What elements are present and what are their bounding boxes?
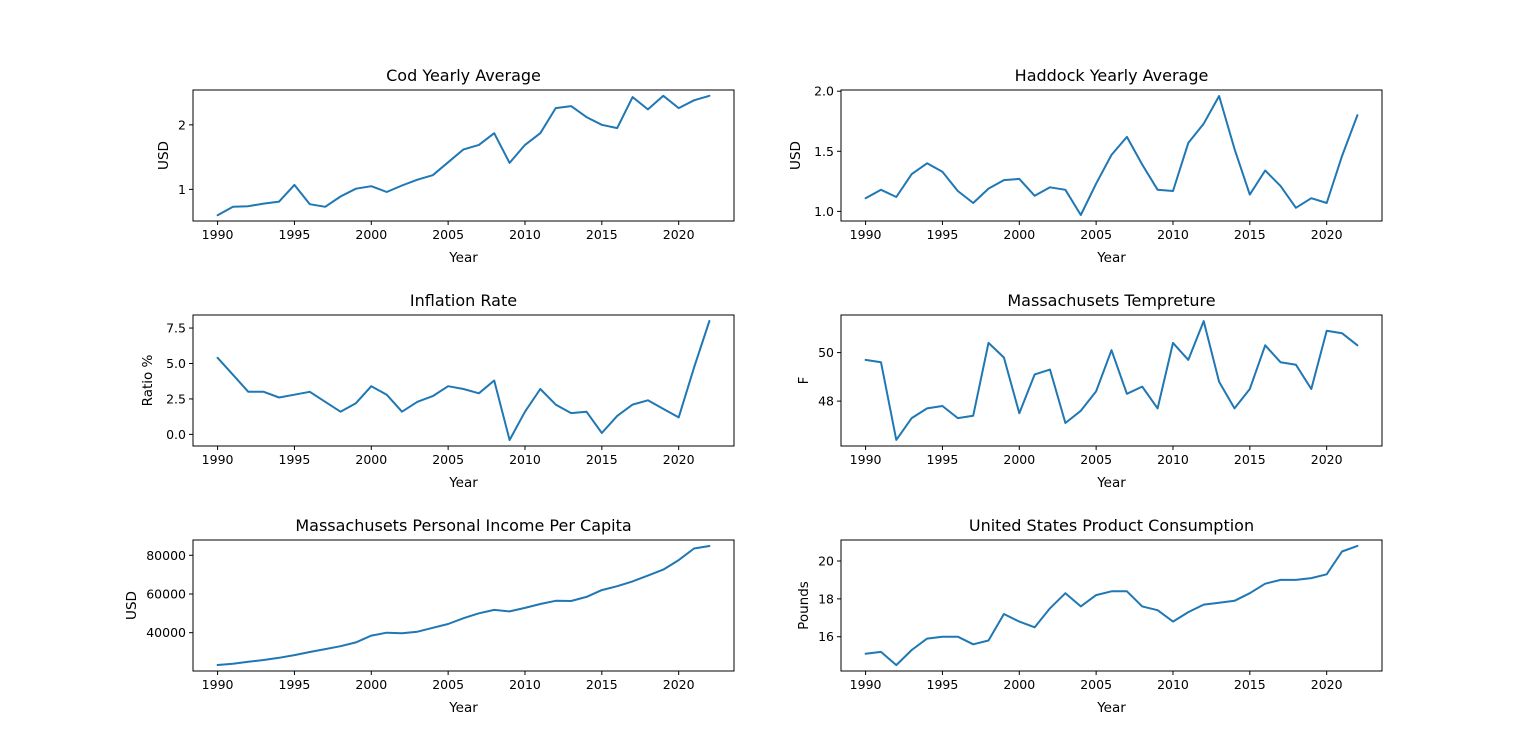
x-axis-label: Year: [1096, 475, 1126, 491]
x-tick-label: 2015: [1234, 227, 1266, 242]
series-line: [216, 94, 711, 217]
cod-chart-panel: Cod Yearly Average 1990 1995 2000 2005 2010 20…: [156, 66, 735, 266]
temperature-chart-panel: Massachusets Tempreture 1990 1995 2000 2005 2…: [796, 291, 1383, 491]
x-tick-label: 1990: [850, 452, 882, 467]
x-tick-label: 1990: [202, 227, 234, 242]
y-tick-label: 40000: [146, 625, 186, 640]
x-tick-label: 1995: [927, 227, 959, 242]
x-tick-label: 2005: [1080, 227, 1112, 242]
x-tick-label: 1995: [279, 227, 311, 242]
y-tick-label: 50: [818, 345, 834, 360]
x-tick-label: 2005: [432, 677, 464, 692]
y-tick-label: 5.0: [166, 356, 186, 371]
y-axis-label: USD: [788, 141, 804, 170]
x-tick-label: 2020: [1311, 452, 1343, 467]
series-line: [864, 95, 1359, 216]
haddock-chart-panel: Haddock Yearly Average 1990 1995 2000 2005 20…: [788, 66, 1383, 266]
x-tick-label: 1995: [279, 677, 311, 692]
chart-title: Cod Yearly Average: [386, 66, 541, 85]
chart-title: Inflation Rate: [410, 291, 517, 310]
x-tick-label: 1995: [927, 677, 959, 692]
x-tick-label: 2015: [586, 677, 618, 692]
chart-title: United States Product Consumption: [969, 516, 1254, 535]
y-tick-label: 48: [818, 394, 834, 409]
x-tick-label: 2020: [1311, 227, 1343, 242]
x-tick-label: 2005: [1080, 677, 1112, 692]
y-tick-label: 20: [818, 554, 834, 569]
y-tick-label: 60000: [146, 586, 186, 601]
x-tick-label: 1990: [850, 677, 882, 692]
y-tick-label: 18: [818, 591, 834, 606]
y-tick-label: 2.5: [166, 391, 186, 406]
y-axis-label: Pounds: [796, 581, 812, 630]
chart-title: Massachusets Personal Income Per Capita: [295, 516, 631, 535]
x-axis-label: Year: [448, 700, 478, 716]
x-tick-label: 1995: [927, 452, 959, 467]
series-line: [864, 544, 1359, 667]
x-tick-label: 2000: [1003, 227, 1035, 242]
x-tick-label: 2015: [586, 452, 618, 467]
axes-frame: [840, 314, 1383, 447]
y-axis-label: USD: [124, 591, 140, 620]
income-chart-panel: Massachusets Personal Income Per Capita 1…: [124, 516, 735, 716]
x-tick-label: 2015: [1234, 452, 1266, 467]
x-tick-label: 2010: [509, 452, 541, 467]
y-axis-label: USD: [156, 141, 172, 170]
axes-frame: [192, 539, 735, 672]
axes-frame: [192, 89, 735, 222]
x-axis-label: Year: [1096, 250, 1126, 266]
x-axis-label: Year: [1096, 700, 1126, 716]
x-tick-label: 2010: [1157, 227, 1189, 242]
y-tick-label: 1.5: [814, 144, 834, 159]
x-tick-label: 2000: [1003, 677, 1035, 692]
x-tick-label: 2000: [355, 677, 387, 692]
consumption-chart-panel: United States Product Consumption 1990 199…: [796, 516, 1383, 716]
y-axis-label: F: [796, 377, 812, 385]
axes-frame: [192, 314, 735, 447]
y-axis-label: Ratio %: [140, 354, 156, 406]
x-tick-label: 2020: [1311, 677, 1343, 692]
axes-frame: [840, 89, 1383, 222]
x-tick-label: 2010: [509, 227, 541, 242]
series-line: [216, 320, 711, 441]
y-tick-label: 0.0: [166, 427, 186, 442]
y-tick-label: 2.0: [814, 84, 834, 99]
x-tick-label: 2000: [355, 227, 387, 242]
x-tick-label: 2010: [1157, 452, 1189, 467]
chart-title: Haddock Yearly Average: [1015, 66, 1209, 85]
y-tick-label: 2: [178, 117, 186, 132]
y-tick-label: 80000: [146, 548, 186, 563]
x-tick-label: 2005: [432, 452, 464, 467]
x-tick-label: 1990: [850, 227, 882, 242]
x-axis-label: Year: [448, 250, 478, 266]
x-tick-label: 1990: [202, 452, 234, 467]
x-tick-label: 2005: [1080, 452, 1112, 467]
x-tick-label: 2010: [1157, 677, 1189, 692]
x-tick-label: 2010: [509, 677, 541, 692]
axes-frame: [840, 539, 1383, 672]
x-axis-label: Year: [448, 475, 478, 491]
y-tick-label: 16: [818, 629, 834, 644]
x-tick-label: 2015: [586, 227, 618, 242]
x-tick-label: 2000: [1003, 452, 1035, 467]
x-tick-label: 2015: [1234, 677, 1266, 692]
x-tick-label: 2020: [663, 677, 695, 692]
series-line: [864, 320, 1359, 441]
x-tick-label: 2000: [355, 452, 387, 467]
inflation-chart-panel: Inflation Rate 1990 1995 2000 2005 2010 2015 20…: [140, 291, 735, 491]
x-tick-label: 1995: [279, 452, 311, 467]
x-tick-label: 2020: [663, 452, 695, 467]
series-line: [216, 545, 711, 666]
x-tick-label: 2005: [432, 227, 464, 242]
chart-title: Massachusets Tempreture: [1007, 291, 1215, 310]
y-tick-label: 7.5: [166, 321, 186, 336]
x-tick-label: 1990: [202, 677, 234, 692]
y-tick-label: 1: [178, 182, 186, 197]
y-tick-label: 1.0: [814, 204, 834, 219]
x-tick-label: 2020: [663, 227, 695, 242]
